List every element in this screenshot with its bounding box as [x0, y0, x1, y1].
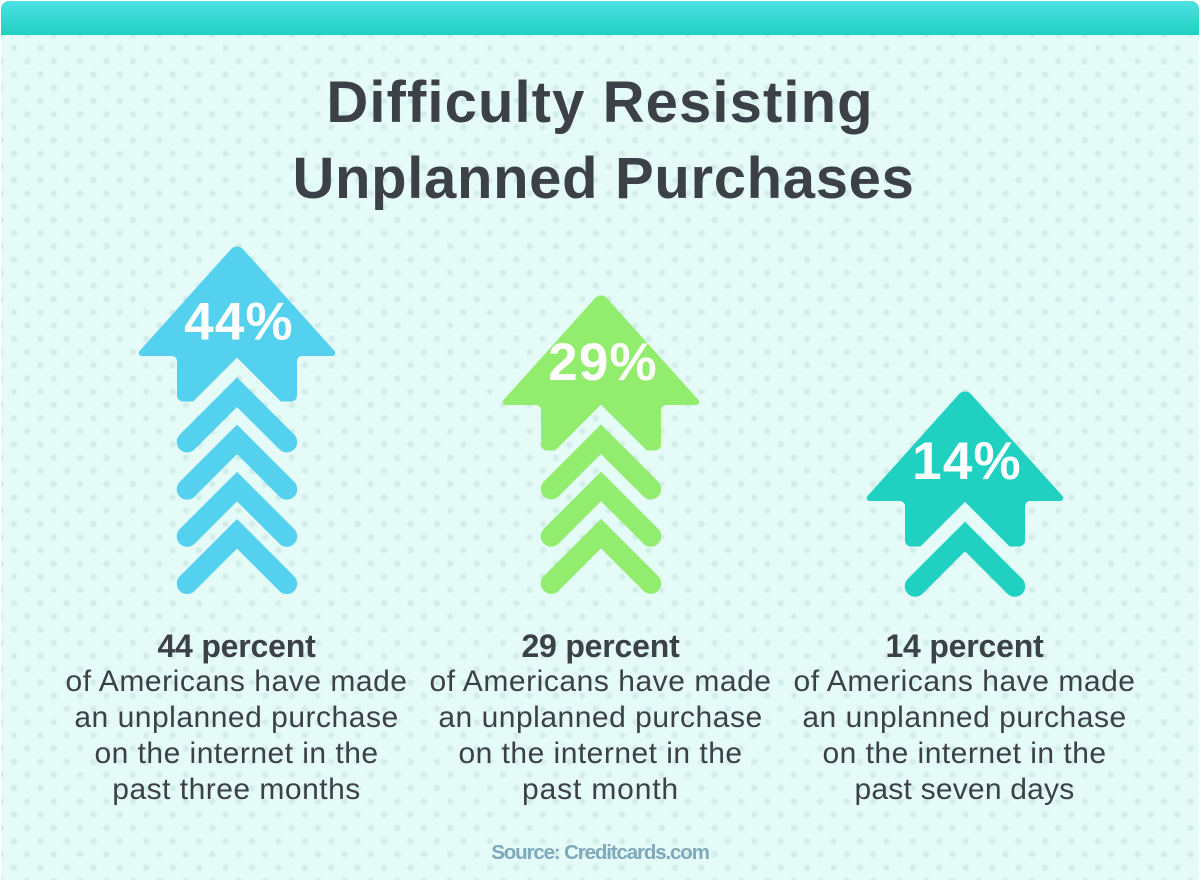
svg-text:44%: 44% — [184, 292, 294, 351]
svg-text:14%: 14% — [912, 432, 1022, 491]
svg-text:29%: 29% — [548, 333, 658, 392]
